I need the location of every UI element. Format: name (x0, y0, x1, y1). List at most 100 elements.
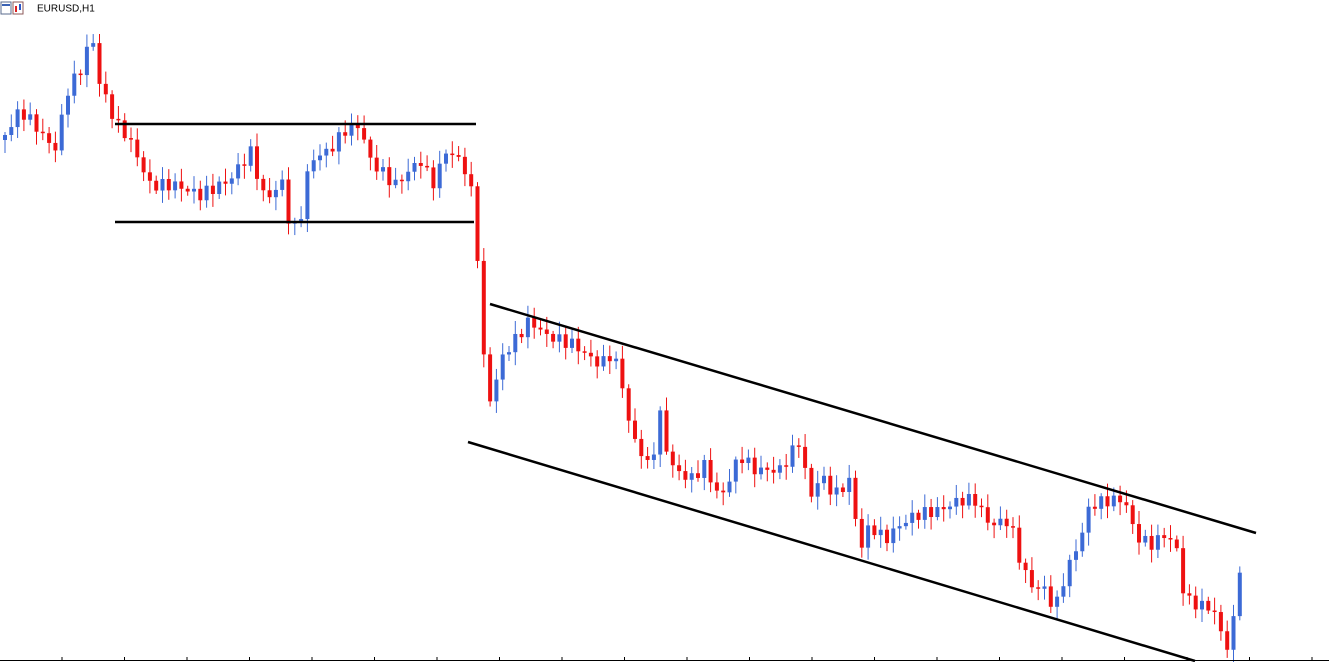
candle (885, 524, 889, 552)
candle-body (103, 83, 108, 95)
candle (1011, 517, 1015, 539)
candle (626, 384, 631, 433)
candle-body (1092, 506, 1097, 509)
candle (1042, 575, 1047, 600)
candle-body (633, 420, 637, 439)
candle (979, 498, 984, 518)
candle (941, 495, 946, 522)
candle-body (15, 109, 20, 128)
candle (204, 175, 209, 208)
candle (651, 442, 656, 470)
candle (790, 434, 795, 473)
candle-body (677, 465, 682, 472)
candle-body (368, 139, 373, 158)
candle-body (462, 156, 467, 175)
candle-body (393, 179, 398, 186)
candle (362, 115, 367, 144)
candle-body (614, 358, 619, 362)
candle-body (116, 118, 121, 121)
candle-body (1193, 595, 1198, 610)
candle-body (229, 178, 234, 184)
candle (437, 150, 442, 198)
candle (116, 106, 121, 133)
candle (1181, 535, 1186, 606)
candle-body (1218, 612, 1223, 632)
candle-body (456, 155, 461, 157)
candle-body (960, 497, 965, 506)
candle-body (28, 114, 33, 120)
candle-body (973, 494, 978, 506)
candle-body (557, 334, 562, 342)
candle (66, 88, 70, 128)
candle (815, 470, 820, 510)
candle-body (1017, 527, 1022, 563)
candle-body (645, 456, 650, 460)
candle-body (1206, 600, 1211, 611)
candle (714, 472, 719, 499)
candle-body (992, 522, 997, 526)
candle-body (1225, 631, 1230, 650)
candle-body (110, 94, 115, 119)
candle-body (481, 260, 486, 355)
candle-body (551, 333, 556, 342)
candle-body (828, 475, 833, 495)
candle-body (651, 454, 656, 460)
candle-body (91, 43, 96, 47)
candle-body (47, 133, 52, 143)
candle-body (318, 155, 322, 161)
candle (507, 345, 511, 362)
candle-body (1080, 532, 1085, 552)
candle-body (903, 522, 908, 527)
candle-body (1124, 502, 1129, 506)
candle (639, 429, 644, 469)
candle-body (853, 477, 858, 519)
candle-body (166, 179, 171, 191)
candle (255, 133, 259, 191)
candle (645, 447, 650, 469)
candle (1174, 535, 1179, 552)
candle-body (1231, 616, 1236, 650)
candle-body (916, 512, 921, 520)
candle (677, 454, 682, 481)
candle-body (129, 138, 133, 140)
candle-body (450, 153, 455, 156)
candle (185, 185, 190, 196)
candle (935, 497, 940, 521)
candle (664, 397, 669, 455)
candle-body (336, 132, 341, 152)
candle (563, 326, 568, 360)
candle (960, 491, 965, 519)
candle (588, 339, 593, 367)
candle (393, 167, 398, 189)
candle-body (1137, 524, 1141, 543)
window-icons[interactable] (0, 1, 24, 15)
candle-body (670, 451, 675, 466)
candle (9, 114, 14, 142)
icon-chart[interactable] (12, 1, 24, 15)
candle (519, 328, 524, 344)
candle-body (733, 459, 738, 482)
candle-body (1174, 539, 1179, 549)
candle (538, 319, 543, 336)
candle-body (689, 473, 694, 480)
candle (866, 514, 871, 560)
candle-body (885, 529, 889, 544)
candle (809, 463, 814, 503)
candle (759, 455, 763, 480)
candle-body (343, 132, 348, 136)
candle (97, 34, 102, 97)
candle-body (66, 95, 70, 115)
candle (349, 113, 354, 146)
candle-body (796, 445, 801, 447)
candle (248, 139, 253, 172)
candle (620, 345, 625, 398)
candle-body (588, 352, 593, 357)
candle-body (494, 379, 499, 402)
icon-window[interactable] (0, 1, 12, 15)
candle (418, 151, 423, 179)
candle (223, 168, 228, 196)
candle (450, 141, 455, 168)
candle-body (1181, 548, 1186, 594)
candle (1187, 584, 1192, 605)
